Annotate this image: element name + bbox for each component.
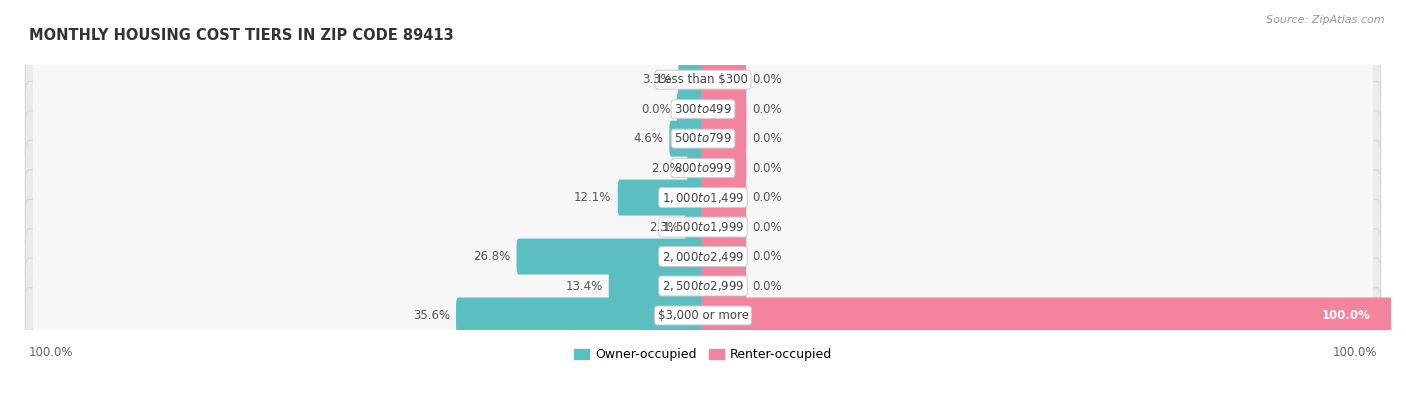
Text: 0.0%: 0.0% [752, 103, 782, 116]
FancyBboxPatch shape [702, 91, 747, 127]
Text: $300 to $499: $300 to $499 [673, 103, 733, 116]
FancyBboxPatch shape [617, 180, 704, 215]
Text: Source: ZipAtlas.com: Source: ZipAtlas.com [1267, 15, 1385, 24]
Text: 0.0%: 0.0% [752, 161, 782, 175]
Text: $2,500 to $2,999: $2,500 to $2,999 [662, 279, 744, 293]
FancyBboxPatch shape [688, 150, 704, 186]
FancyBboxPatch shape [25, 170, 1381, 225]
FancyBboxPatch shape [702, 239, 747, 274]
FancyBboxPatch shape [32, 174, 1374, 222]
FancyBboxPatch shape [678, 62, 704, 98]
Text: 4.6%: 4.6% [633, 132, 664, 145]
FancyBboxPatch shape [32, 262, 1374, 310]
FancyBboxPatch shape [702, 268, 747, 304]
FancyBboxPatch shape [32, 85, 1374, 133]
FancyBboxPatch shape [669, 121, 704, 156]
Text: 0.0%: 0.0% [752, 250, 782, 263]
Text: 3.3%: 3.3% [643, 73, 672, 86]
Text: $1,000 to $1,499: $1,000 to $1,499 [662, 190, 744, 205]
Text: 26.8%: 26.8% [472, 250, 510, 263]
FancyBboxPatch shape [25, 52, 1381, 107]
Text: 13.4%: 13.4% [565, 280, 603, 293]
Text: $2,000 to $2,499: $2,000 to $2,499 [662, 249, 744, 264]
FancyBboxPatch shape [702, 121, 747, 156]
Text: 2.3%: 2.3% [650, 220, 679, 234]
FancyBboxPatch shape [25, 199, 1381, 255]
FancyBboxPatch shape [32, 203, 1374, 251]
FancyBboxPatch shape [25, 111, 1381, 166]
FancyBboxPatch shape [702, 209, 747, 245]
FancyBboxPatch shape [676, 91, 704, 127]
Text: 100.0%: 100.0% [1333, 347, 1378, 359]
FancyBboxPatch shape [25, 288, 1381, 343]
Text: 100.0%: 100.0% [28, 347, 73, 359]
Text: $1,500 to $1,999: $1,500 to $1,999 [662, 220, 744, 234]
FancyBboxPatch shape [25, 229, 1381, 284]
Text: 0.0%: 0.0% [641, 103, 671, 116]
Text: Less than $300: Less than $300 [658, 73, 748, 86]
FancyBboxPatch shape [32, 233, 1374, 281]
FancyBboxPatch shape [25, 140, 1381, 196]
Text: 0.0%: 0.0% [752, 220, 782, 234]
Text: 2.0%: 2.0% [651, 161, 681, 175]
Text: MONTHLY HOUSING COST TIERS IN ZIP CODE 89413: MONTHLY HOUSING COST TIERS IN ZIP CODE 8… [28, 28, 454, 43]
Text: 100.0%: 100.0% [1322, 309, 1371, 322]
FancyBboxPatch shape [32, 56, 1374, 104]
Text: $800 to $999: $800 to $999 [673, 161, 733, 175]
Text: $500 to $799: $500 to $799 [673, 132, 733, 145]
FancyBboxPatch shape [32, 144, 1374, 192]
FancyBboxPatch shape [702, 62, 747, 98]
Text: 0.0%: 0.0% [752, 132, 782, 145]
FancyBboxPatch shape [32, 115, 1374, 163]
Text: 12.1%: 12.1% [574, 191, 612, 204]
Text: 0.0%: 0.0% [752, 73, 782, 86]
FancyBboxPatch shape [702, 298, 1393, 334]
Text: $3,000 or more: $3,000 or more [658, 309, 748, 322]
Text: 0.0%: 0.0% [752, 280, 782, 293]
FancyBboxPatch shape [702, 150, 747, 186]
Text: 0.0%: 0.0% [752, 191, 782, 204]
FancyBboxPatch shape [25, 81, 1381, 137]
FancyBboxPatch shape [685, 209, 704, 245]
Legend: Owner-occupied, Renter-occupied: Owner-occupied, Renter-occupied [568, 344, 838, 366]
FancyBboxPatch shape [516, 239, 704, 274]
FancyBboxPatch shape [25, 258, 1381, 314]
FancyBboxPatch shape [456, 298, 704, 334]
FancyBboxPatch shape [702, 180, 747, 215]
FancyBboxPatch shape [32, 292, 1374, 339]
FancyBboxPatch shape [609, 268, 704, 304]
Text: 35.6%: 35.6% [413, 309, 450, 322]
